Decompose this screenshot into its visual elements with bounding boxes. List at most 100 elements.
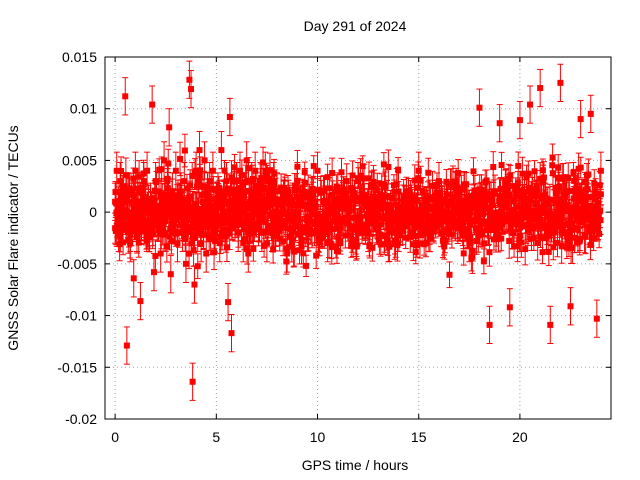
marker: [366, 241, 373, 248]
marker: [393, 181, 400, 188]
marker: [332, 244, 339, 251]
marker: [300, 250, 307, 257]
data-point: [349, 160, 356, 191]
marker: [238, 220, 245, 227]
marker: [266, 167, 273, 174]
marker: [297, 196, 304, 203]
x-tick-label: 10: [310, 429, 326, 445]
marker: [166, 201, 173, 208]
marker: [338, 169, 345, 176]
marker: [122, 172, 129, 179]
marker: [321, 229, 328, 236]
marker: [402, 234, 409, 241]
marker: [441, 243, 448, 250]
marker: [260, 175, 267, 182]
marker: [195, 207, 202, 214]
marker: [134, 185, 141, 192]
marker: [264, 204, 271, 211]
marker: [329, 226, 336, 233]
marker: [177, 155, 184, 162]
marker: [223, 208, 230, 215]
marker: [157, 192, 164, 199]
marker: [371, 203, 378, 210]
marker: [454, 218, 461, 225]
marker: [313, 252, 320, 259]
marker: [411, 221, 418, 228]
marker: [159, 227, 166, 234]
marker: [306, 217, 313, 224]
marker: [158, 166, 165, 173]
marker: [270, 246, 277, 253]
marker: [130, 175, 137, 182]
marker: [357, 172, 364, 179]
marker: [277, 220, 284, 227]
marker: [411, 177, 418, 184]
marker: [381, 241, 388, 248]
y-tick-label: -0.02: [65, 411, 97, 427]
marker: [422, 240, 429, 247]
marker: [351, 190, 358, 197]
marker: [347, 185, 354, 192]
marker: [281, 187, 288, 194]
marker: [399, 227, 406, 234]
marker: [188, 224, 195, 231]
marker: [216, 198, 223, 205]
marker: [417, 209, 424, 216]
marker: [343, 177, 350, 184]
marker: [441, 237, 448, 244]
marker: [222, 233, 229, 240]
marker: [427, 196, 434, 203]
marker: [166, 233, 173, 240]
marker: [135, 239, 142, 246]
marker: [429, 182, 436, 189]
data-point: [303, 254, 310, 278]
marker: [314, 211, 321, 218]
marker: [361, 175, 368, 182]
marker: [407, 233, 414, 240]
marker: [201, 183, 208, 190]
marker: [452, 204, 459, 211]
marker: [172, 230, 179, 237]
marker: [289, 228, 296, 235]
marker: [262, 218, 269, 225]
x-tick-label: 20: [512, 429, 528, 445]
marker: [269, 188, 276, 195]
data-point: [177, 141, 184, 177]
marker: [323, 199, 330, 206]
marker: [437, 189, 444, 196]
y-tick-label: -0.01: [65, 308, 97, 324]
data-point: [194, 253, 201, 280]
marker: [352, 198, 359, 205]
marker: [383, 193, 390, 200]
marker: [377, 241, 384, 248]
y-tick-label: -0.005: [57, 256, 97, 272]
marker: [155, 227, 162, 234]
marker: [392, 210, 399, 217]
marker: [179, 203, 186, 210]
marker: [291, 186, 298, 193]
marker: [257, 216, 264, 223]
marker: [152, 252, 159, 259]
marker: [310, 192, 317, 199]
marker: [136, 173, 143, 180]
marker: [321, 187, 328, 194]
marker: [416, 240, 423, 247]
marker: [432, 223, 439, 230]
marker: [137, 213, 144, 220]
marker: [369, 244, 376, 251]
marker: [187, 229, 194, 236]
marker: [299, 224, 306, 231]
marker: [255, 191, 262, 198]
marker: [425, 169, 432, 176]
marker: [382, 183, 389, 190]
marker: [291, 248, 298, 255]
marker: [384, 213, 391, 220]
marker: [394, 241, 401, 248]
marker: [432, 197, 439, 204]
marker: [239, 209, 246, 216]
marker: [187, 182, 194, 189]
marker: [427, 235, 434, 242]
marker: [163, 243, 170, 250]
marker: [194, 263, 201, 270]
